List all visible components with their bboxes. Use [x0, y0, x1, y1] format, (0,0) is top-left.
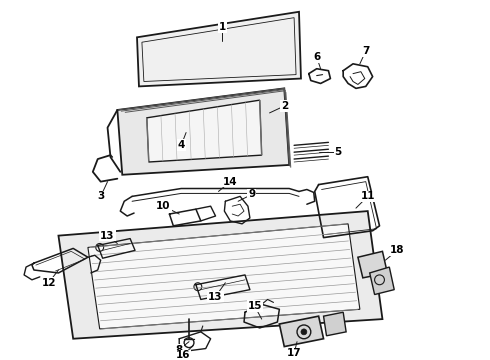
- Polygon shape: [58, 211, 383, 339]
- Text: 16: 16: [176, 350, 191, 360]
- Text: 13: 13: [208, 292, 223, 302]
- Polygon shape: [137, 12, 301, 86]
- Polygon shape: [279, 316, 323, 347]
- Text: 13: 13: [100, 231, 115, 240]
- Text: 6: 6: [313, 52, 320, 62]
- Text: 8: 8: [175, 345, 183, 355]
- Circle shape: [301, 329, 307, 335]
- Polygon shape: [369, 267, 394, 294]
- Text: 12: 12: [41, 278, 56, 288]
- Text: 17: 17: [287, 348, 301, 359]
- Text: 18: 18: [390, 246, 404, 255]
- Text: 5: 5: [335, 147, 342, 157]
- Text: 3: 3: [97, 192, 104, 201]
- Text: 11: 11: [361, 192, 375, 201]
- Polygon shape: [358, 251, 388, 278]
- Text: 10: 10: [156, 201, 171, 211]
- Text: 4: 4: [177, 140, 185, 150]
- Text: 1: 1: [219, 22, 226, 32]
- Text: 7: 7: [362, 46, 369, 56]
- Text: 2: 2: [281, 101, 288, 111]
- Polygon shape: [118, 88, 289, 175]
- Text: 15: 15: [247, 301, 262, 311]
- Text: 14: 14: [223, 177, 238, 186]
- Polygon shape: [147, 100, 262, 162]
- Text: 9: 9: [248, 189, 255, 199]
- Polygon shape: [323, 312, 346, 336]
- Polygon shape: [88, 224, 360, 329]
